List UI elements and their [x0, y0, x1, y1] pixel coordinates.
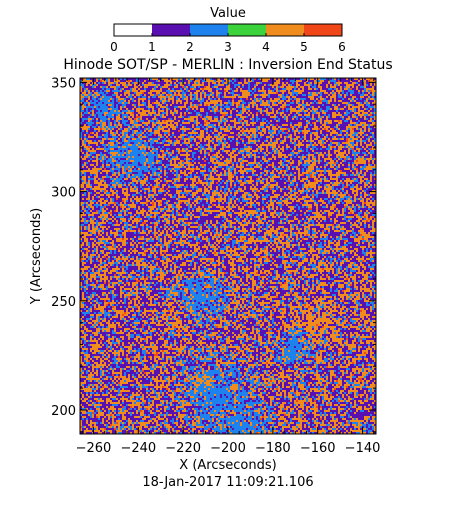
colorbar — [114, 24, 342, 36]
colorbar-tick-label: 3 — [224, 40, 232, 54]
x-tick-label: −220 — [165, 441, 201, 456]
colorbar-bin-5 — [304, 24, 342, 36]
y-tick-label: 250 — [51, 295, 76, 310]
x-axis-label: X (Arcseconds) — [179, 458, 276, 473]
timestamp: 18-Jan-2017 11:09:21.106 — [142, 475, 313, 490]
x-tick-label: −180 — [255, 441, 291, 456]
x-tick-label: −160 — [300, 441, 336, 456]
x-axis: −260 −240 −220 −200 −180 −160 −140 — [76, 78, 381, 456]
x-tick-label: −140 — [345, 441, 381, 456]
y-tick-label: 300 — [51, 186, 76, 201]
colorbar-tick-label: 6 — [338, 40, 346, 54]
colorbar-title: Value — [210, 6, 246, 21]
chart-title: Hinode SOT/SP - MERLIN : Inversion End S… — [63, 57, 392, 73]
x-tick-label: −240 — [120, 441, 156, 456]
colorbar-bin-2 — [190, 24, 228, 36]
colorbar-tick-label: 4 — [262, 40, 270, 54]
x-tick-label: −200 — [210, 441, 246, 456]
y-axis-label: Y (Arcseconds) — [29, 208, 44, 305]
y-tick-label: 200 — [51, 404, 76, 419]
colorbar-bin-0 — [114, 24, 152, 36]
colorbar-bin-3 — [228, 24, 266, 36]
colorbar-bin-1 — [152, 24, 190, 36]
colorbar-tick-label: 5 — [300, 40, 308, 54]
colorbar-bin-4 — [266, 24, 304, 36]
y-axis: 200 250 300 350 — [51, 76, 376, 433]
y-tick-label: 350 — [51, 76, 76, 91]
plot-area — [80, 78, 376, 434]
colorbar-ticks: 0 1 2 3 4 5 6 — [110, 33, 346, 54]
colorbar-tick-label: 1 — [148, 40, 156, 54]
heatmap-image — [80, 78, 376, 434]
colorbar-tick-label: 0 — [110, 40, 118, 54]
colorbar-tick-label: 2 — [186, 40, 194, 54]
x-tick-label: −260 — [76, 441, 112, 456]
